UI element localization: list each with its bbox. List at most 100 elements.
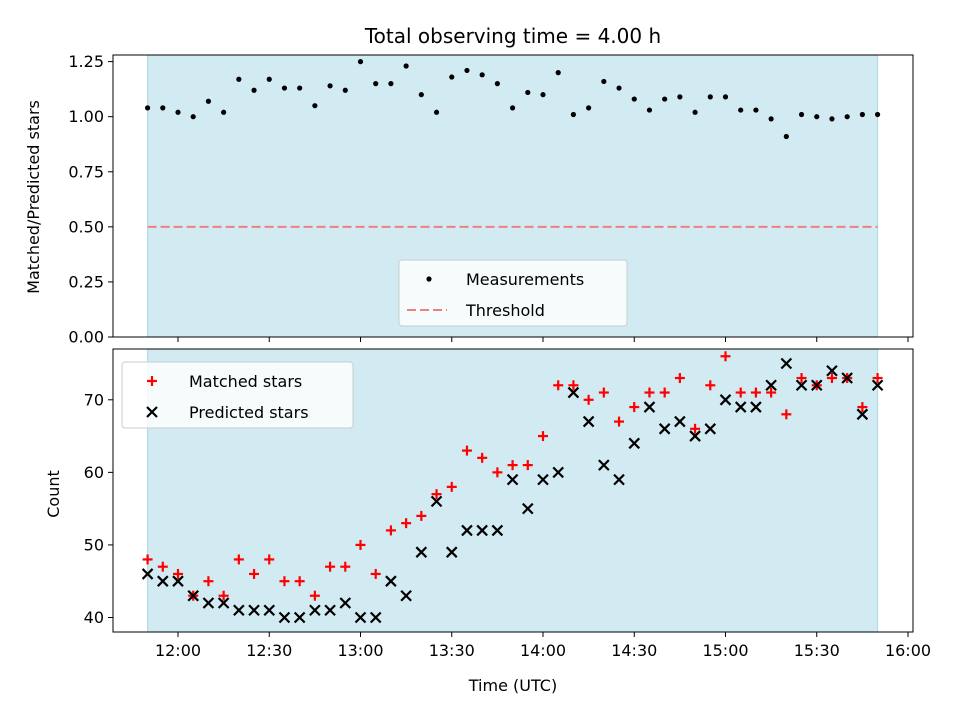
top-point-0-13 bbox=[342, 87, 348, 93]
bottom-point-0-31 bbox=[614, 416, 625, 427]
top-legend: Measurements Threshold bbox=[398, 259, 628, 327]
top-point-0-10 bbox=[297, 85, 303, 91]
bottom-point-1-46 bbox=[841, 372, 853, 384]
bottom-point-0-0 bbox=[142, 554, 153, 565]
bottom-point-1-2 bbox=[172, 575, 184, 587]
bottom-point-1-27 bbox=[552, 466, 564, 479]
bottom-point-1-27-b bbox=[552, 466, 564, 479]
top-point-0-34 bbox=[662, 96, 668, 102]
bottom-xtick-label-1: 12:30 bbox=[246, 641, 292, 660]
bottom-point-1-41 bbox=[765, 379, 777, 392]
top-point-0-15 bbox=[373, 81, 379, 87]
top-point-0-12 bbox=[327, 83, 333, 89]
bottom-point-0-24 bbox=[507, 460, 518, 471]
bottom-point-1-37 bbox=[704, 423, 717, 435]
bottom-point-0-10 bbox=[294, 576, 305, 587]
top-ytick-label-1: 0.25 bbox=[68, 272, 104, 291]
top-point-0-11 bbox=[312, 103, 318, 109]
bottom-point-1-7-b bbox=[248, 604, 260, 617]
bottom-point-1-44 bbox=[810, 379, 823, 392]
bottom-ytick-label-3: 70 bbox=[84, 390, 104, 409]
bottom-point-0-6 bbox=[233, 554, 244, 565]
bottom-point-0-34 bbox=[659, 387, 670, 398]
bottom-point-1-43-b bbox=[795, 379, 808, 392]
bottom-point-0-42 bbox=[781, 409, 792, 420]
bottom-point-1-36 bbox=[689, 430, 701, 442]
bottom-point-0-48 bbox=[872, 373, 883, 384]
bottom-legend-marker-1 bbox=[146, 406, 158, 418]
bottom-xtick-label-8: 16:00 bbox=[885, 641, 931, 660]
bottom-point-1-7 bbox=[248, 604, 260, 617]
bottom-point-1-41-b bbox=[765, 379, 777, 392]
top-point-0-29 bbox=[586, 105, 592, 111]
bottom-point-0-45 bbox=[826, 373, 837, 384]
bottom-point-1-4-b bbox=[202, 597, 215, 609]
bottom-point-1-9 bbox=[278, 611, 291, 624]
bottom-point-1-44-b bbox=[810, 379, 823, 392]
top-point-0-21 bbox=[464, 67, 470, 74]
bottom-point-1-37-b bbox=[704, 423, 717, 435]
bottom-point-0-11 bbox=[309, 590, 320, 601]
bottom-point-1-25 bbox=[522, 502, 534, 515]
bottom-point-0-37 bbox=[705, 380, 716, 391]
top-point-0-31 bbox=[616, 85, 622, 91]
bottom-point-1-35-b bbox=[674, 415, 686, 428]
bottom-point-1-13-b bbox=[339, 597, 352, 609]
bottom-point-1-14 bbox=[354, 611, 367, 624]
bottom-point-1-19-b bbox=[430, 495, 443, 508]
bottom-point-0-38 bbox=[720, 351, 731, 362]
top-point-0-32 bbox=[631, 96, 637, 102]
bottom-point-0-32 bbox=[629, 402, 640, 413]
bottom-legend-marker-1-b bbox=[146, 406, 158, 418]
top-point-0-0 bbox=[144, 105, 151, 111]
x-axis-label: Time (UTC) bbox=[468, 676, 557, 695]
bottom-point-1-0-b bbox=[141, 568, 154, 580]
top-point-0-1 bbox=[160, 105, 166, 111]
bottom-point-1-14-b bbox=[354, 611, 367, 624]
top-point-0-43 bbox=[798, 111, 805, 118]
top-point-0-45 bbox=[829, 116, 835, 122]
bottom-point-1-39-b bbox=[734, 401, 747, 413]
bottom-point-0-29 bbox=[583, 394, 594, 405]
top-point-0-9 bbox=[281, 85, 288, 91]
bottom-point-0-2 bbox=[173, 568, 183, 579]
bottom-point-1-12 bbox=[324, 604, 336, 617]
bottom-legend-box bbox=[121, 361, 354, 429]
top-point-0-33 bbox=[646, 107, 653, 113]
bottom-point-1-16-b bbox=[385, 575, 397, 587]
bottom-point-1-47-b bbox=[856, 408, 869, 421]
bottom-point-1-33-b bbox=[643, 401, 656, 413]
bottom-point-0-9 bbox=[279, 576, 290, 587]
top-point-0-35 bbox=[677, 94, 683, 100]
bottom-point-0-26 bbox=[538, 431, 548, 442]
bottom-point-1-18 bbox=[415, 546, 428, 558]
bottom-series-0 bbox=[142, 351, 883, 601]
bottom-point-0-20 bbox=[446, 481, 457, 492]
top-point-0-2 bbox=[175, 109, 181, 115]
bottom-point-0-18 bbox=[416, 510, 427, 521]
top-ytick-label-0: 0.00 bbox=[68, 328, 104, 347]
bottom-point-1-21-b bbox=[461, 524, 473, 537]
bottom-point-1-45-b bbox=[826, 364, 838, 377]
bottom-legend-label-0: Matched stars bbox=[189, 372, 302, 391]
top-point-0-24 bbox=[509, 105, 516, 111]
top-point-0-8 bbox=[266, 76, 272, 82]
bottom-point-0-21 bbox=[461, 445, 472, 456]
bottom-point-0-40 bbox=[750, 387, 761, 398]
bottom-point-1-23 bbox=[491, 524, 504, 537]
bottom-point-0-15 bbox=[370, 568, 381, 579]
top-point-0-41 bbox=[768, 116, 774, 122]
bottom-point-1-48-b bbox=[871, 379, 884, 392]
top-ytick-label-5: 1.25 bbox=[68, 52, 104, 71]
top-point-0-38 bbox=[722, 94, 729, 100]
bottom-series-1 bbox=[141, 357, 884, 624]
bottom-point-1-28 bbox=[567, 386, 580, 399]
top-point-0-18 bbox=[418, 92, 424, 98]
bottom-point-1-15 bbox=[369, 611, 382, 624]
bottom-point-0-7 bbox=[249, 568, 260, 579]
bottom-xtick-label-0: 12:00 bbox=[155, 641, 201, 660]
bottom-point-1-20-b bbox=[445, 546, 458, 558]
top-chart-title: Total observing time = 4.00 h bbox=[364, 24, 661, 48]
bottom-point-1-17 bbox=[400, 589, 412, 602]
bottom-point-1-28-b bbox=[567, 386, 580, 399]
